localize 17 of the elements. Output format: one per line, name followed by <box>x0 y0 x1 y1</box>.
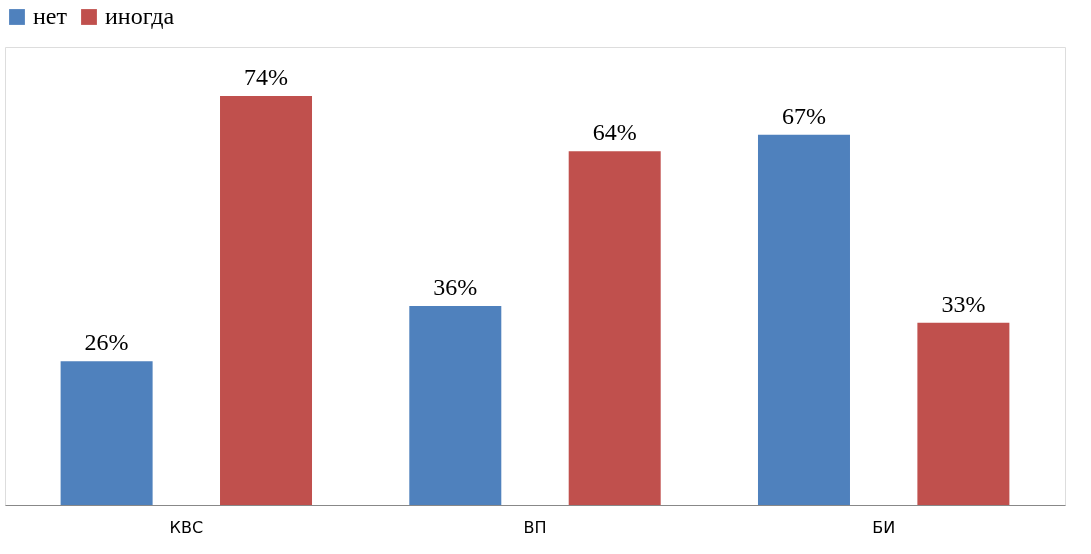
bar <box>409 306 502 505</box>
bar <box>220 96 313 505</box>
x-tick-label: ВП <box>523 517 547 537</box>
x-tick-label: КВС <box>169 517 204 537</box>
bar <box>60 361 153 505</box>
x-tick-label: БИ <box>872 517 896 537</box>
data-label: 33% <box>941 290 986 317</box>
bar <box>917 322 1010 505</box>
bar <box>568 151 661 505</box>
data-label: 67% <box>781 102 826 129</box>
legend-label: иногда <box>105 3 175 29</box>
legend-label: нет <box>33 3 68 29</box>
data-label: 36% <box>433 274 478 301</box>
data-label: 74% <box>244 64 289 91</box>
data-label: 64% <box>592 119 637 146</box>
bar <box>757 134 850 505</box>
data-label: 26% <box>84 329 129 356</box>
